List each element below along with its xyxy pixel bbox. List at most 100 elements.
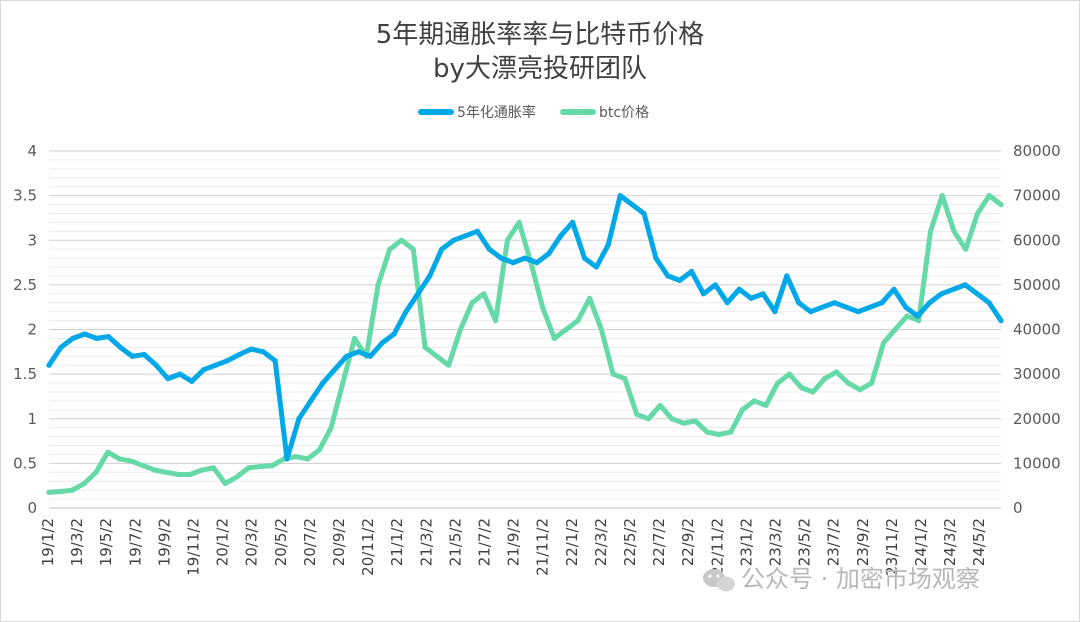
inflation-point [617,193,623,199]
inflation-point [879,300,885,306]
inflation-point [82,331,88,337]
inflation-point [415,291,421,297]
y-left-tick-label: 3 [27,231,37,249]
btc-point [504,237,510,243]
inflation-point [605,242,611,248]
inflation-point [367,353,373,359]
btc-point [669,416,675,422]
inflation-point [653,255,659,261]
inflation-point [213,362,219,368]
y-left-tick-label: 0.5 [13,454,37,472]
inflation-point [486,246,492,252]
btc-point [833,369,840,375]
inflation-point [236,351,242,358]
inflation-point [308,398,314,404]
btc-point [58,488,64,495]
x-tick-label: 19/7/2 [126,518,144,566]
legend-label-inflation: 5年化通胀率 [457,104,536,121]
y-left-tick-label: 0 [27,499,37,517]
inflation-point [712,282,719,288]
x-tick-label: 19/11/2 [185,518,203,576]
inflation-point [296,416,302,422]
inflation-point [46,362,52,368]
inflation-point [570,219,576,225]
legend-label-btc: btc价格 [599,105,649,121]
inflation-point [355,349,361,355]
btc-point [116,456,123,462]
inflation-point [201,367,207,373]
btc-point [551,335,558,341]
btc-point [810,389,816,395]
btc-point [892,326,898,333]
btc-point [152,467,158,473]
inflation-point [534,260,540,266]
btc-point [563,326,569,333]
gridlines [49,150,1001,509]
btc-point [716,431,722,437]
inflation-point [760,291,766,297]
x-tick-label: 21/9/2 [505,518,523,566]
y-left-tick-label: 4 [27,142,37,160]
btc-point [939,193,945,199]
btc-point [645,416,652,422]
x-tick-label: 21/3/2 [417,518,435,566]
x-tick-label: 19/3/2 [68,518,86,566]
inflation-point [510,260,516,266]
btc-point [69,487,76,493]
x-tick-label: 21/11/2 [534,518,552,576]
btc-point [798,384,804,391]
btc-point [880,340,887,346]
inflation-point [522,255,528,261]
inflation-point [831,300,838,306]
inflation-point [391,331,397,337]
x-tick-label: 23/1/2 [737,518,755,566]
inflation-point [855,309,861,315]
btc-point [622,376,628,382]
btc-point [246,465,252,471]
btc-point [974,210,981,217]
inflation-point [915,313,921,319]
btc-point [269,463,275,469]
watermark: 公众号 · 加密市场观察 [703,565,980,593]
btc-point [457,326,463,333]
inflation-point [867,304,873,310]
inflation-point [700,291,707,297]
btc-point [234,474,240,480]
inflation-point [427,273,433,279]
btc-point [692,418,699,424]
btc-point [869,380,875,386]
inflation-point [117,344,123,350]
btc-point [93,469,99,475]
y-left-tick-label: 2 [27,321,37,339]
btc-point [81,480,87,487]
inflation-point [998,318,1004,324]
y-right-tick-label: 70000 [1013,187,1061,205]
inflation-point [462,233,469,239]
x-tick-label: 19/9/2 [155,518,173,566]
inflation-point [736,286,742,292]
inflation-point [974,291,980,297]
btc-point [587,295,593,301]
btc-point [140,463,146,469]
inflation-point [105,334,112,340]
y-right-tick-label: 20000 [1013,410,1061,428]
btc-point [199,467,205,473]
y-left-tick-label: 1.5 [13,365,37,383]
btc-point [951,228,957,234]
btc-point [786,371,793,377]
btc-point [352,335,358,341]
y-right-tick-label: 0 [1013,499,1023,517]
btc-point [634,411,640,417]
btc-point [739,407,746,413]
btc-line [46,193,1004,495]
inflation-point [593,264,600,270]
btc-point [575,318,581,324]
x-tick-label: 24/1/2 [912,518,930,566]
btc-point [904,313,910,319]
btc-point [927,228,934,234]
btc-point [422,344,428,350]
btc-point [845,380,851,386]
y-axis-right: 0 10000 20000 30000 40000 50000 60000 70000 8000… [1013,142,1061,517]
inflation-point [248,346,254,352]
inflation-point [260,349,266,355]
